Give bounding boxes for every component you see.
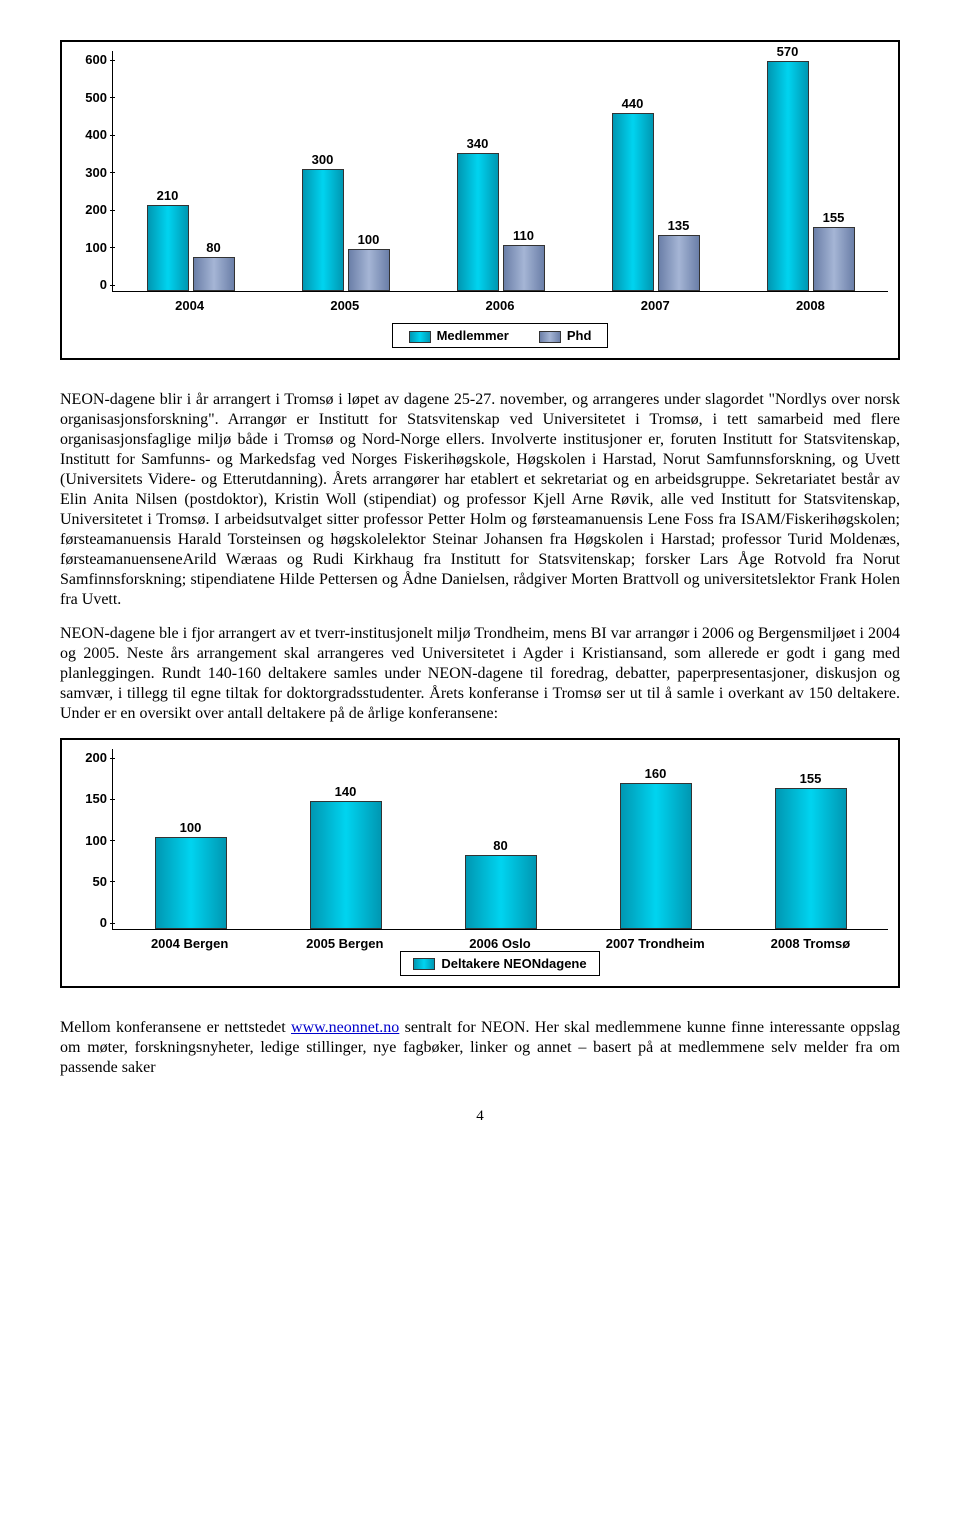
bar: 135: [658, 235, 700, 291]
bar-group: 100: [155, 837, 227, 929]
bar-group: 155: [775, 788, 847, 930]
bar-value-label: 155: [800, 771, 822, 786]
bar: 160: [620, 783, 692, 929]
bar-value-label: 155: [823, 210, 845, 225]
page-number: 4: [60, 1108, 900, 1125]
paragraph-1: NEON-dagene blir i år arrangert i Tromsø…: [60, 390, 900, 610]
legend-label: Phd: [567, 328, 592, 343]
x-label: 2006: [422, 298, 577, 313]
chart2-y-axis: 0 50 100 150 200: [67, 750, 107, 930]
bar-value-label: 570: [777, 44, 799, 59]
bar: 300: [302, 169, 344, 291]
bar-value-label: 100: [180, 820, 202, 835]
bar-value-label: 110: [513, 228, 534, 243]
x-label: 2004: [112, 298, 267, 313]
para3-pre: Mellom konferansene er nettstedet: [60, 1019, 291, 1036]
x-label: 2008 Tromsø: [733, 936, 888, 951]
swatch-blue: [539, 331, 561, 343]
bar-group: 340110: [457, 153, 545, 291]
legend-label: Medlemmer: [437, 328, 509, 343]
y-tick: 200: [67, 750, 107, 765]
y-tick: 400: [67, 127, 107, 142]
bar-value-label: 100: [358, 232, 380, 247]
chart2-x-labels: 2004 Bergen2005 Bergen2006 Oslo2007 Tron…: [112, 936, 888, 951]
bar-value-label: 340: [467, 136, 489, 151]
paragraph-2: NEON-dagene ble i fjor arrangert av et t…: [60, 624, 900, 724]
x-label: 2005: [267, 298, 422, 313]
bar-value-label: 80: [493, 838, 507, 853]
bar-group: 570155: [767, 61, 855, 291]
legend-label: Deltakere NEONdagene: [441, 956, 586, 971]
bar: 80: [465, 855, 537, 929]
bar-group: 80: [465, 855, 537, 929]
bar-value-label: 160: [645, 766, 667, 781]
bar: 155: [813, 227, 855, 291]
chart1-x-labels: 20042005200620072008: [112, 298, 888, 313]
bar: 100: [155, 837, 227, 929]
x-label: 2007 Trondheim: [578, 936, 733, 951]
bar: 440: [612, 113, 654, 291]
y-tick: 100: [67, 833, 107, 848]
bar: 155: [775, 788, 847, 930]
bar-group: 21080: [147, 205, 235, 291]
chart1-legend: Medlemmer Phd: [392, 323, 609, 348]
paragraph-3: Mellom konferansene er nettstedet www.ne…: [60, 1018, 900, 1078]
bar: 110: [503, 245, 545, 291]
x-label: 2005 Bergen: [267, 936, 422, 951]
y-tick: 100: [67, 240, 107, 255]
swatch-cyan: [413, 958, 435, 970]
x-label: 2008: [733, 298, 888, 313]
bar-value-label: 300: [312, 152, 334, 167]
y-tick: 600: [67, 52, 107, 67]
bar-group: 160: [620, 783, 692, 929]
y-tick: 0: [67, 915, 107, 930]
bar: 570: [767, 61, 809, 291]
chart2-plot: 100 140 80 160 155: [112, 749, 888, 930]
chart2-legend: Deltakere NEONdagene: [400, 951, 599, 976]
chart1-y-axis: 0 100 200 300 400 500 600: [67, 52, 107, 292]
y-tick: 150: [67, 791, 107, 806]
swatch-cyan: [409, 331, 431, 343]
bar: 210: [147, 205, 189, 291]
bar: 140: [310, 801, 382, 929]
y-tick: 0: [67, 277, 107, 292]
chart-medlemmer-phd: 0100200300400500600 21080300100340110440…: [60, 40, 900, 360]
y-tick: 50: [67, 874, 107, 889]
bar-value-label: 140: [335, 784, 357, 799]
bar-group: 440135: [612, 113, 700, 291]
x-label: 2006 Oslo: [422, 936, 577, 951]
y-tick: 300: [67, 165, 107, 180]
bar: 340: [457, 153, 499, 291]
legend-item-phd: Phd: [539, 328, 592, 343]
bar-value-label: 440: [622, 96, 644, 111]
y-tick: 500: [67, 90, 107, 105]
bar: 80: [193, 257, 235, 291]
y-tick: 200: [67, 202, 107, 217]
x-label: 2007: [578, 298, 733, 313]
x-label: 2004 Bergen: [112, 936, 267, 951]
bar-group: 300100: [302, 169, 390, 291]
chart-deltakere: 050100150200 10014080160155 2004 Bergen2…: [60, 738, 900, 988]
legend-item-medlemmer: Medlemmer: [409, 328, 509, 343]
bar-value-label: 135: [668, 218, 690, 233]
bar-value-label: 210: [157, 188, 179, 203]
bar-value-label: 80: [206, 240, 220, 255]
neonnet-link[interactable]: www.neonnet.no: [291, 1019, 399, 1036]
bar: 100: [348, 249, 390, 291]
bar-group: 140: [310, 801, 382, 929]
chart1-plot: 21080300100340110440135570155: [112, 51, 888, 292]
